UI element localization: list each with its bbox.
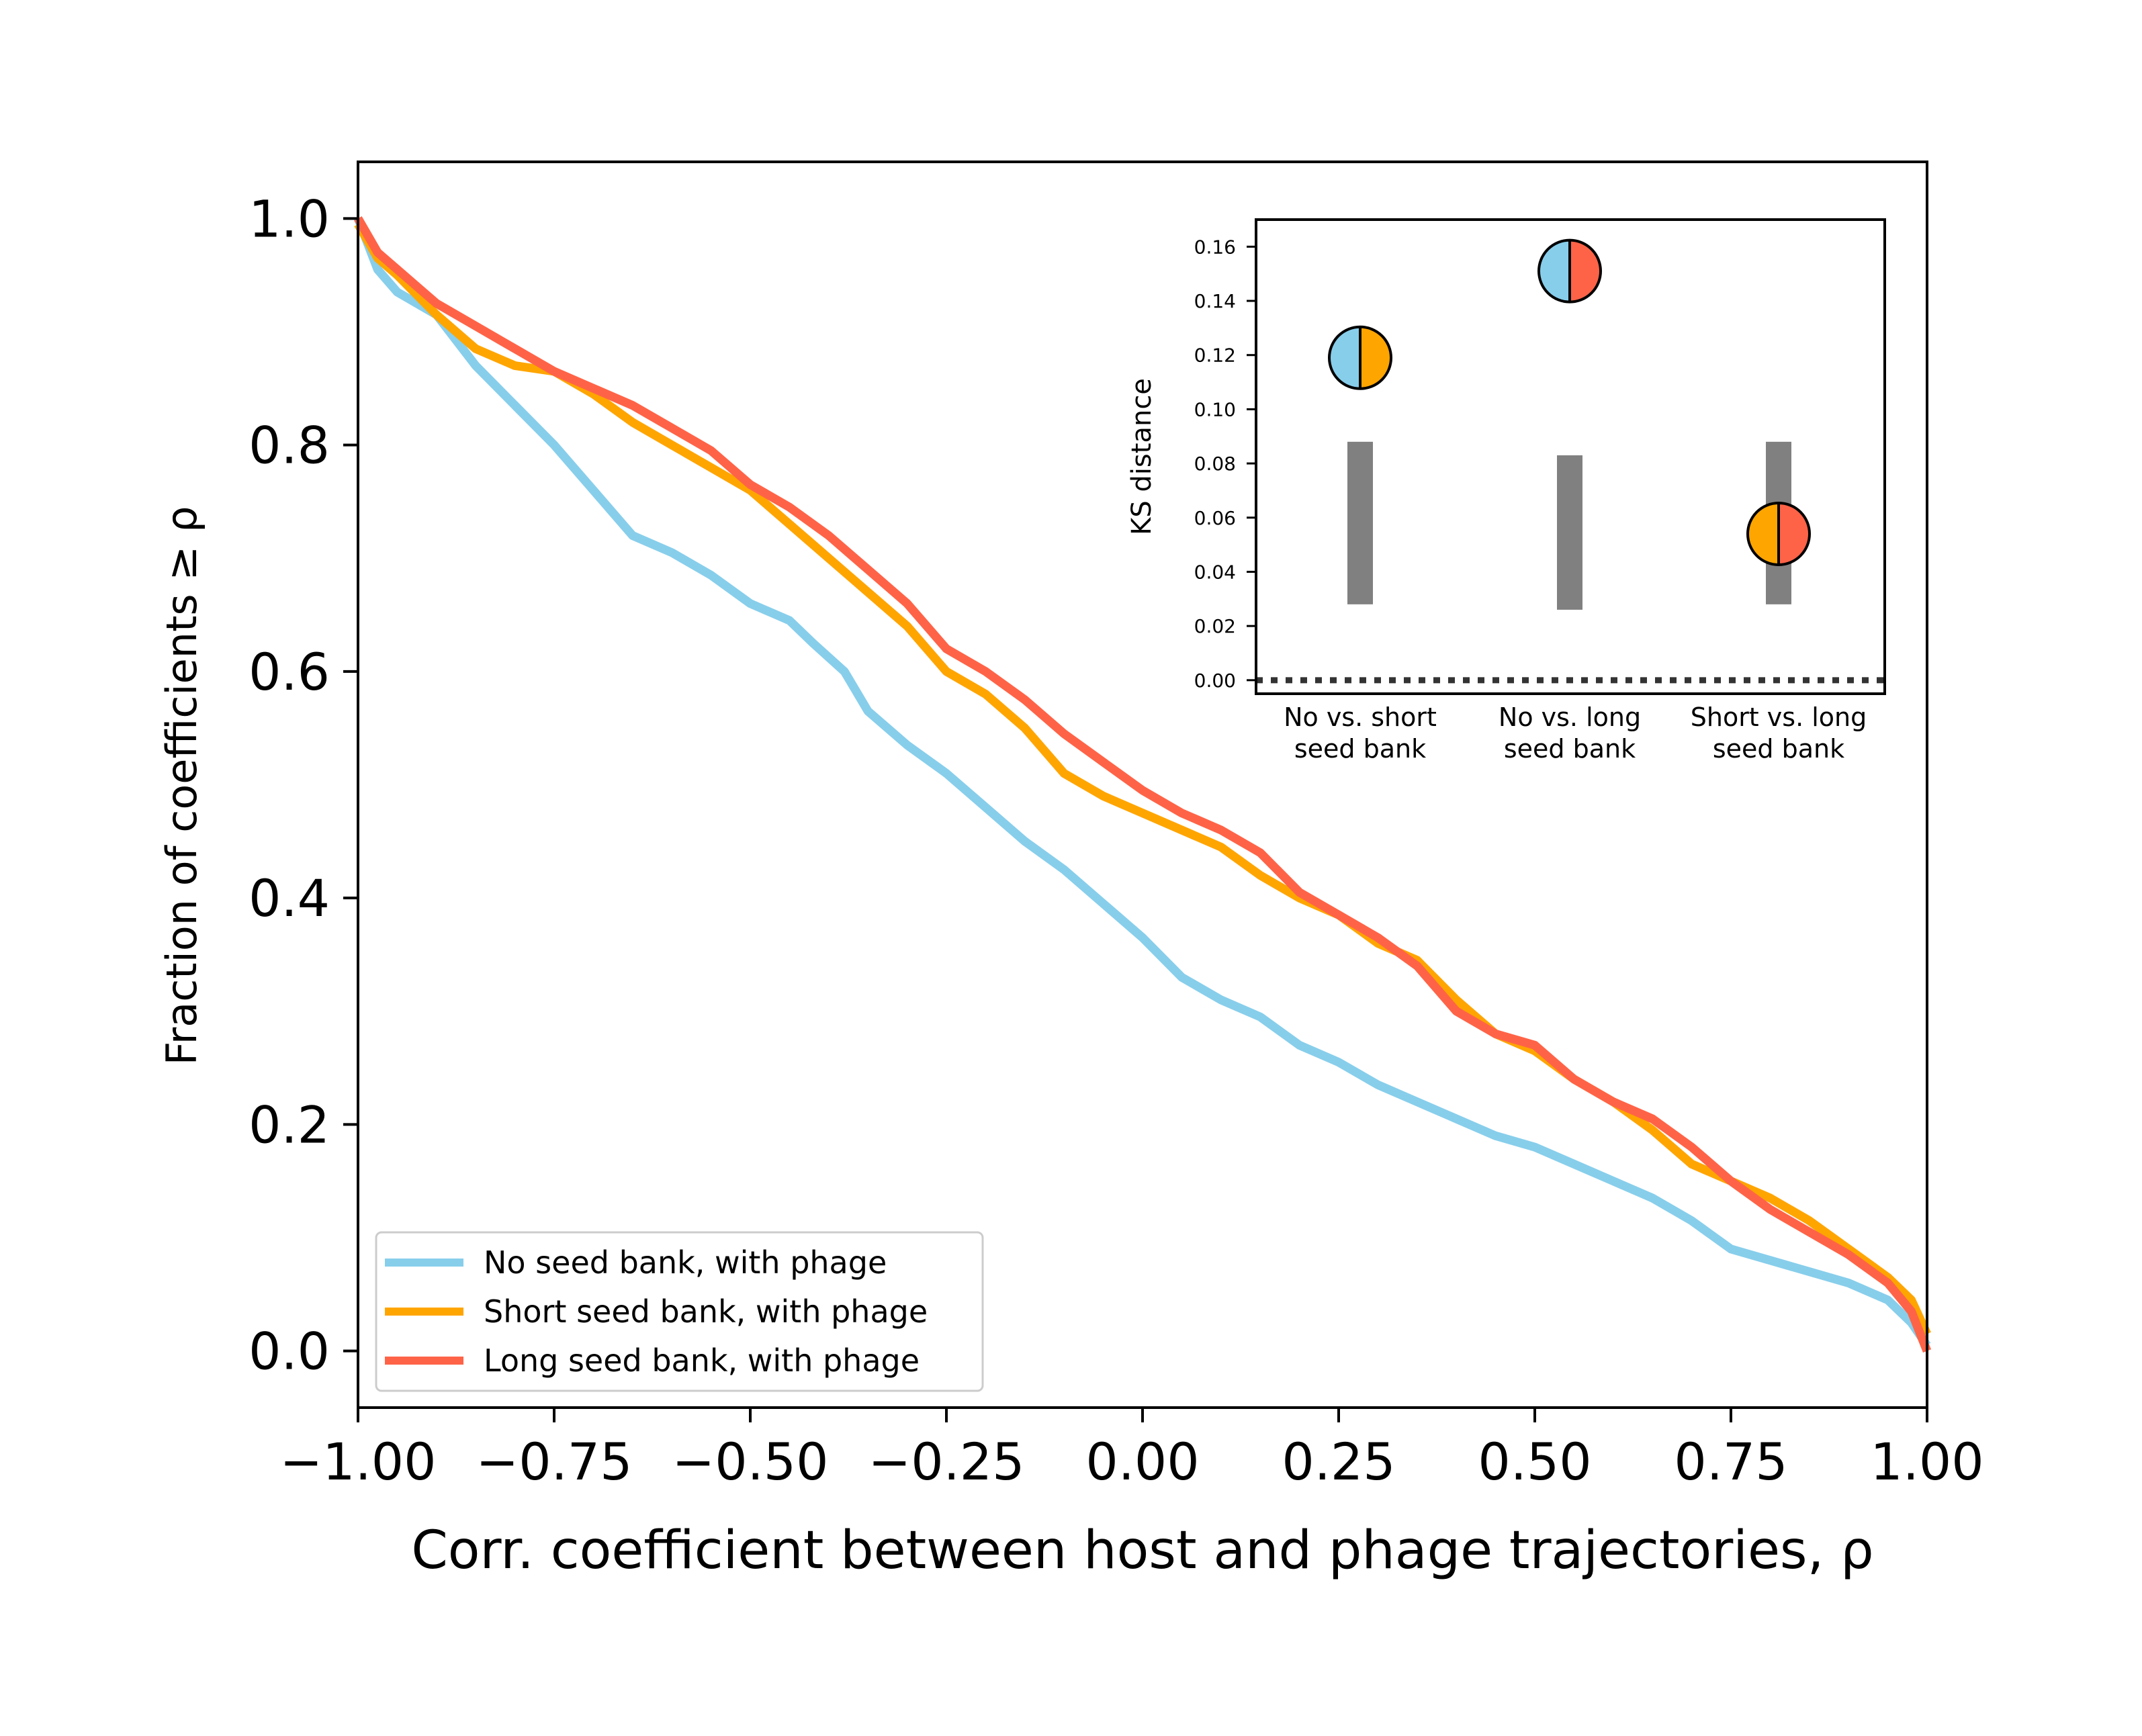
x-tick-label: 0.00	[1085, 1432, 1199, 1492]
inset-ks-point-left-half	[1748, 502, 1779, 565]
inset-y-tick-label: 0.06	[1194, 507, 1236, 529]
y-tick-label: 0.0	[249, 1322, 330, 1381]
inset-y-tick-label: 0.00	[1194, 670, 1236, 692]
inset-y-tick-label: 0.12	[1194, 345, 1236, 367]
y-tick-label: 0.2	[249, 1095, 330, 1154]
inset-y-tick-label: 0.08	[1194, 453, 1236, 475]
series-line-short-seed-bank	[354, 222, 1931, 1336]
inset-ks-point-left-half	[1329, 326, 1360, 389]
inset-y-tick-label: 0.16	[1194, 236, 1236, 258]
inset-plot-frame	[1255, 218, 1886, 695]
legend: No seed bank, with phage Short seed bank…	[375, 1231, 984, 1392]
inset-y-axis-label: KS distance	[1126, 378, 1157, 535]
inset-category-label: No vs. long seed bank	[1499, 702, 1641, 764]
inset-x-ticks: No vs. short seed bank No vs. long seed ban…	[1284, 702, 1867, 764]
series-line-no-seed-bank	[353, 216, 1931, 1348]
y-tick-label: 0.6	[249, 642, 330, 702]
main-series-group	[353, 216, 1932, 1353]
inset-ks-point	[1537, 238, 1602, 304]
main-plot: −1.00 −0.75 −0.50 −0.25 0.00 0.25 0.50 0.75 1.00…	[157, 161, 1984, 1581]
inset-null-range-bar	[1557, 455, 1582, 610]
y-tick-label: 1.0	[249, 189, 330, 248]
inset-null-range-bar	[1347, 441, 1373, 604]
x-tick-label: −0.25	[868, 1432, 1025, 1492]
y-tick-label: 0.4	[249, 868, 330, 928]
x-tick-label: 0.75	[1674, 1432, 1787, 1492]
legend-label-no-seed-bank: No seed bank, with phage	[484, 1244, 887, 1281]
inset-plot: 0.00 0.02 0.04 0.06 0.08 0.10 0.12 0.14 0.16 No …	[1126, 218, 1886, 764]
inset-category-label: No vs. short seed bank	[1284, 702, 1437, 764]
x-tick-label: 0.50	[1478, 1432, 1591, 1492]
main-y-ticks: 0.0 0.2 0.4 0.6 0.8 1.0	[249, 189, 358, 1381]
inset-ks-point-right-half	[1570, 240, 1601, 302]
x-tick-label: −0.50	[672, 1432, 829, 1492]
inset-ks-point-right-half	[1779, 502, 1810, 565]
inset-ks-point-right-half	[1360, 326, 1391, 389]
series-line-long-seed-bank	[354, 216, 1932, 1353]
inset-y-tick-label: 0.04	[1194, 561, 1236, 583]
y-tick-label: 0.8	[249, 416, 330, 475]
x-tick-label: −0.75	[476, 1432, 633, 1492]
main-x-axis-label: Corr. coefficient between host and phage…	[411, 1520, 1873, 1581]
inset-y-tick-label: 0.14	[1194, 290, 1236, 312]
inset-y-ticks: 0.00 0.02 0.04 0.06 0.08 0.10 0.12 0.14 0.16	[1194, 236, 1256, 692]
x-tick-label: −1.00	[280, 1432, 437, 1492]
x-tick-label: 1.00	[1870, 1432, 1983, 1492]
legend-label-short-seed-bank: Short seed bank, with phage	[484, 1293, 928, 1330]
x-tick-label: 0.25	[1282, 1432, 1395, 1492]
inset-ks-point-left-half	[1539, 240, 1570, 302]
inset-ks-point	[1746, 501, 1811, 566]
legend-box	[375, 1231, 984, 1392]
inset-y-tick-label: 0.02	[1194, 615, 1236, 637]
legend-label-long-seed-bank: Long seed bank, with phage	[484, 1342, 920, 1379]
inset-ks-point	[1328, 325, 1392, 390]
inset-y-tick-label: 0.10	[1194, 398, 1236, 420]
inset-category-label: Short vs. long seed bank	[1691, 702, 1867, 764]
main-x-ticks: −1.00 −0.75 −0.50 −0.25 0.00 0.25 0.50 0.75 1.00	[280, 1408, 1984, 1492]
inset-content-group	[1256, 238, 1885, 684]
main-y-axis-label: Fraction of coefficients ≥ ρ	[157, 506, 206, 1066]
